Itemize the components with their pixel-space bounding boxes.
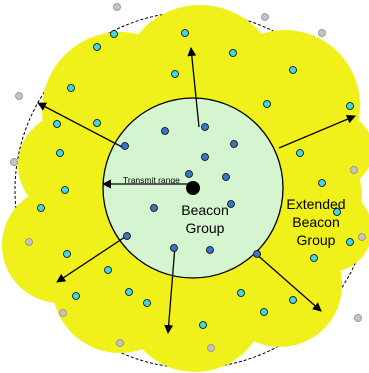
extended-node	[143, 299, 151, 307]
outside-node	[318, 29, 326, 37]
extended-node	[289, 296, 297, 304]
extended-node	[318, 179, 326, 187]
outside-node	[207, 344, 215, 352]
extended-node	[346, 238, 354, 246]
range-arrow	[164, 245, 176, 334]
extended-node	[104, 266, 112, 274]
outside-node	[261, 13, 269, 21]
beacon-node	[170, 244, 178, 252]
outside-node	[59, 309, 67, 317]
extended-node	[289, 66, 297, 74]
beacon-node	[185, 170, 193, 178]
extended-node	[67, 84, 75, 92]
beacon-node	[150, 204, 158, 212]
extended-node	[346, 102, 354, 110]
range-arrow	[187, 47, 200, 128]
extended-node	[37, 204, 45, 212]
beacon-node	[201, 123, 209, 131]
extended-node	[263, 100, 271, 108]
outside-node	[25, 238, 33, 246]
beacon-center-node	[186, 181, 200, 195]
extended-node	[110, 30, 118, 38]
beacon-node	[227, 200, 235, 208]
outside-node	[350, 166, 358, 174]
extended-node	[93, 119, 101, 127]
extended-node	[260, 308, 268, 316]
extended-node	[63, 250, 71, 258]
extended-node	[72, 292, 80, 300]
beacon-group-label-line2: Group	[186, 220, 225, 236]
extended-node	[181, 29, 189, 37]
range-arrow	[254, 252, 322, 312]
extended-node	[56, 149, 64, 157]
extended-group-label-line1: Extended	[286, 196, 345, 212]
range-arrow	[56, 234, 129, 283]
extended-node	[53, 120, 61, 128]
extended-node	[229, 49, 237, 57]
beacon-node	[201, 153, 209, 161]
outside-node	[116, 339, 124, 347]
extended-node	[199, 321, 207, 329]
range-arrow	[278, 114, 356, 149]
nodes	[10, 3, 366, 352]
beacon-group-label-line1: Beacon	[181, 202, 228, 218]
outside-node	[354, 314, 362, 322]
extended-node	[296, 149, 304, 157]
extended-node	[61, 186, 69, 194]
extended-group-label-line2: Beacon	[292, 214, 339, 230]
outside-node	[15, 92, 23, 100]
outside-node	[113, 3, 121, 11]
range-arrows	[37, 47, 356, 334]
beacon-node	[121, 142, 129, 150]
extended-node	[310, 254, 318, 262]
beacon-node	[230, 140, 238, 148]
outside-node	[358, 233, 366, 241]
beacon-node	[222, 173, 230, 181]
extended-node	[125, 288, 133, 296]
extended-node	[237, 289, 245, 297]
outside-node	[10, 158, 18, 166]
extended-node	[93, 43, 101, 51]
range-arrow	[37, 102, 125, 149]
beacon-node	[206, 246, 214, 254]
extended-group-label-line3: Group	[297, 232, 336, 248]
transmit-range-label: Transmit range	[123, 175, 180, 185]
beacon-node	[123, 232, 131, 240]
extended-node	[333, 208, 341, 216]
beacon-node	[161, 127, 169, 135]
beacon-node	[253, 250, 261, 258]
extended-node	[171, 70, 179, 78]
